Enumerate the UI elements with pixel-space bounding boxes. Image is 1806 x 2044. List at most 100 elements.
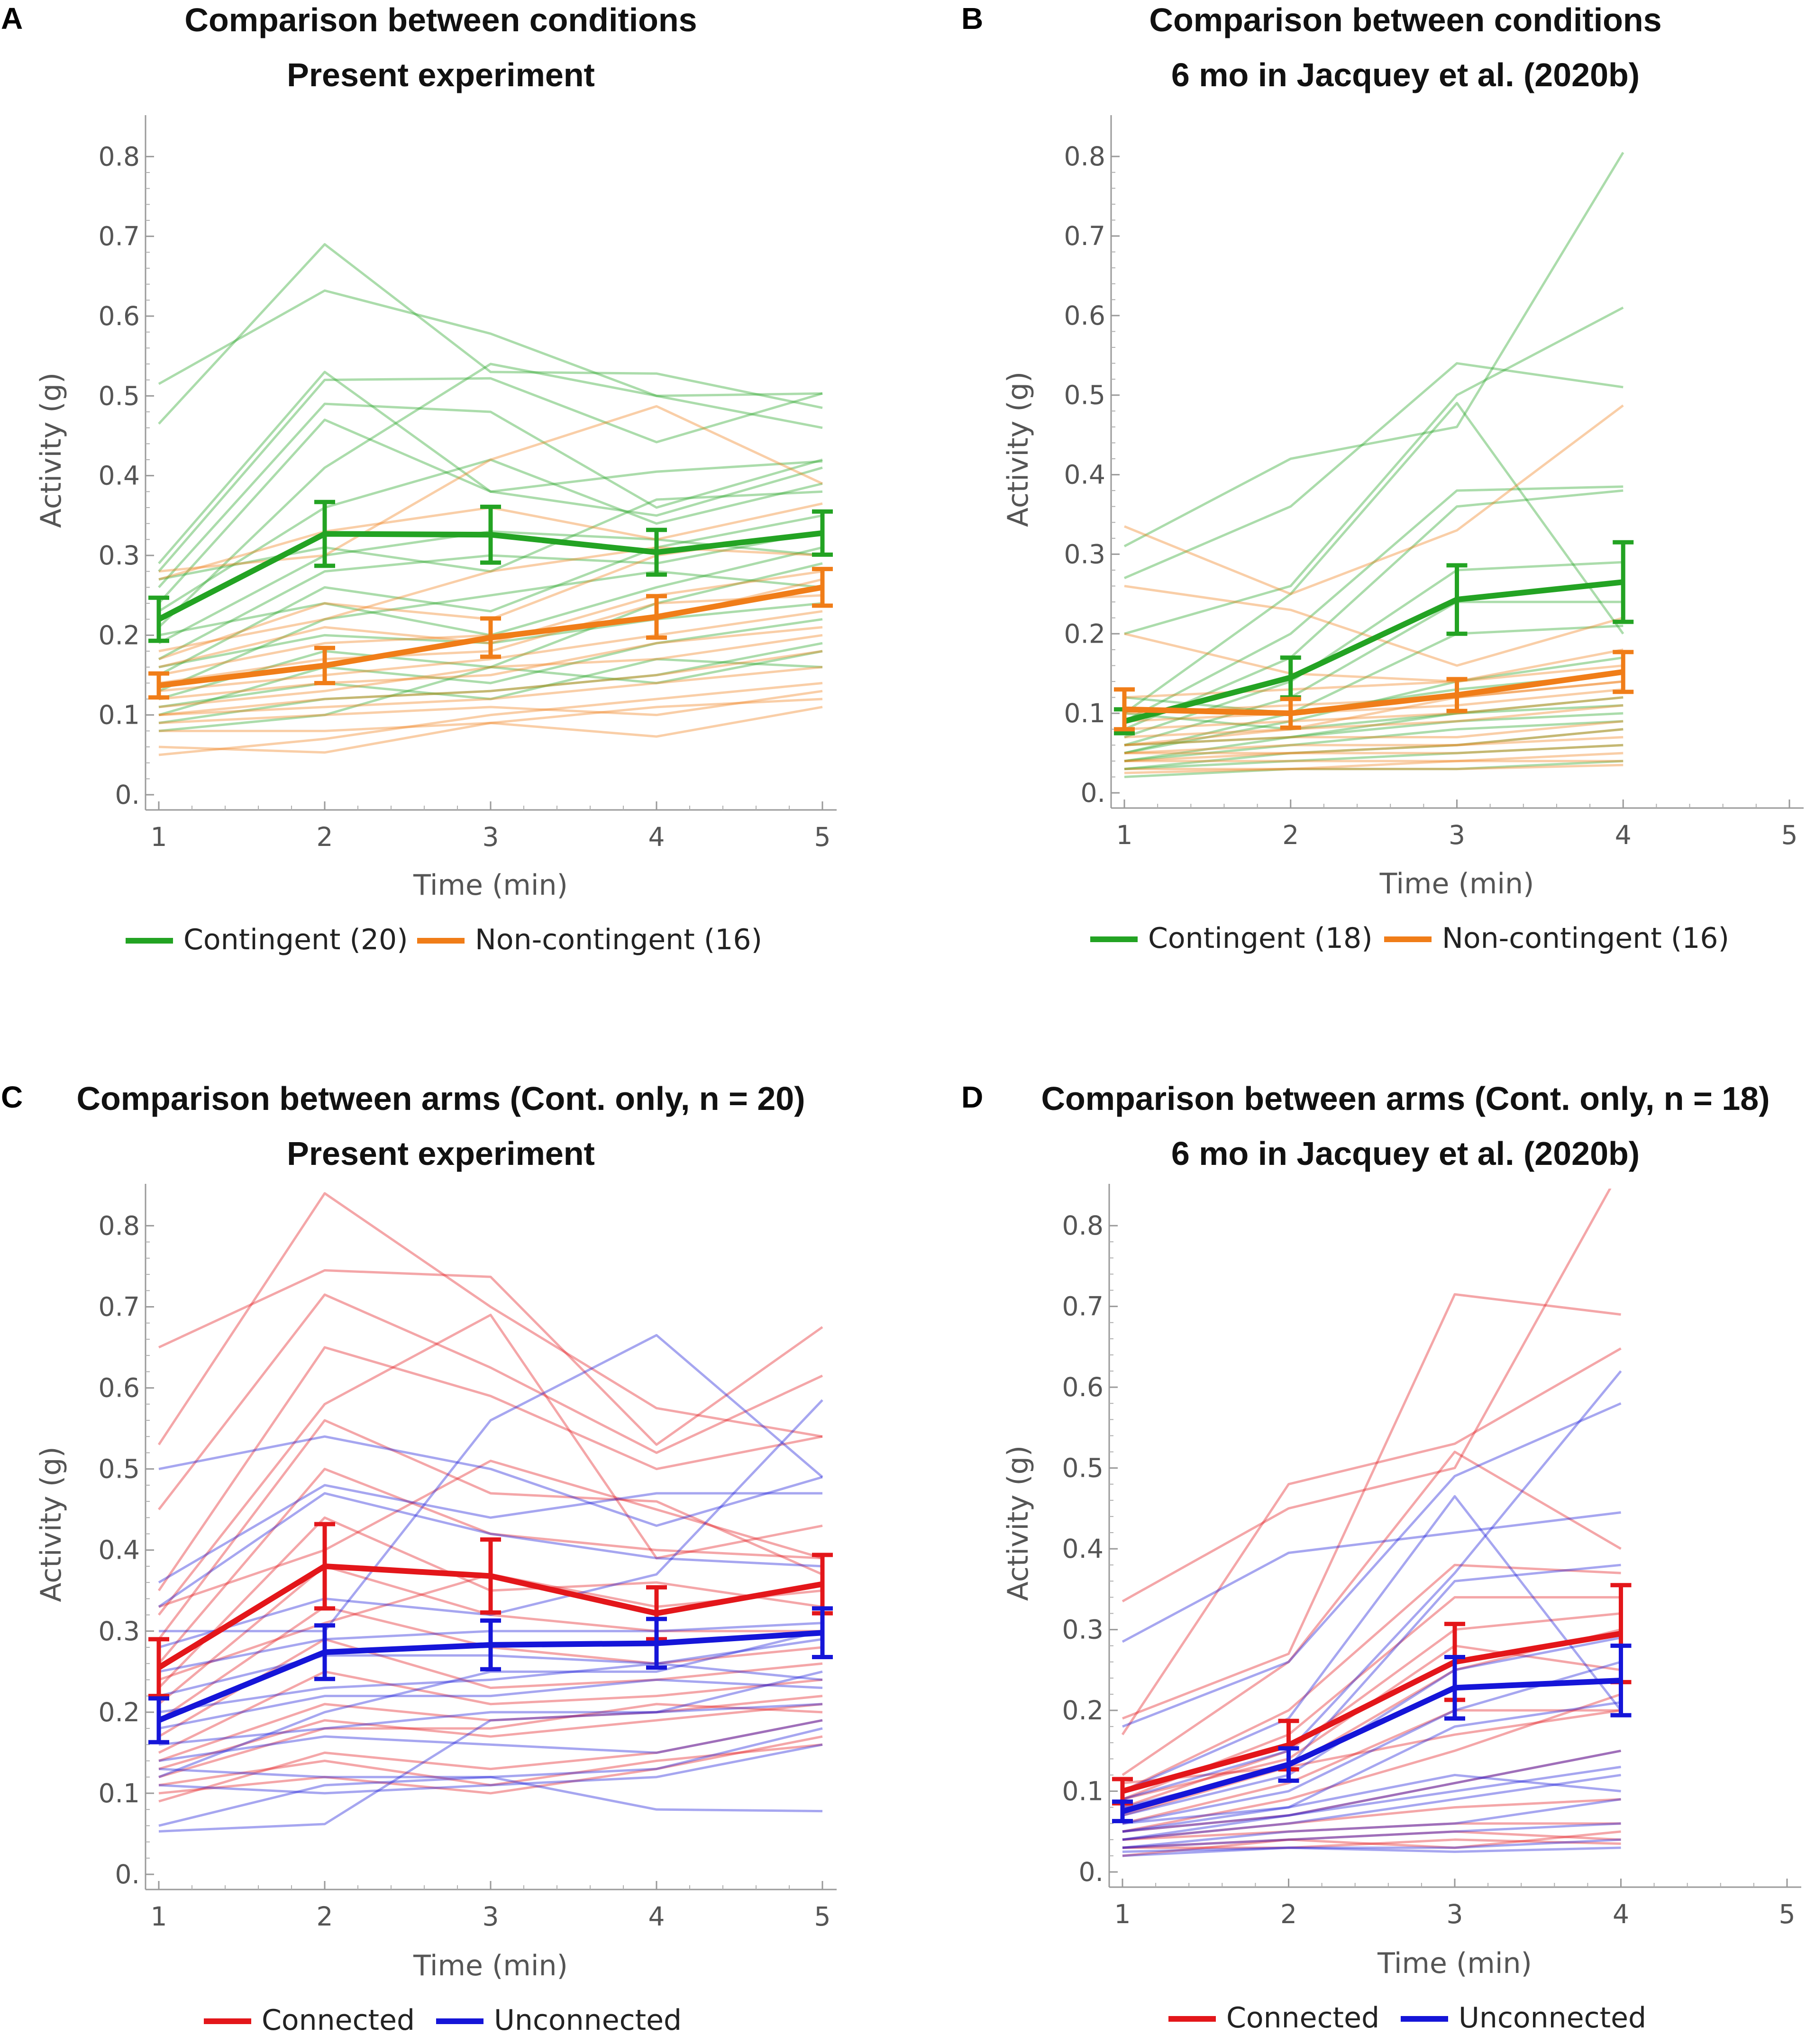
panel-b-x-tick-label: 3	[1449, 820, 1465, 850]
panel-c-legend-label-2: Unconnected	[494, 2004, 682, 2037]
panel-d-y-tick-label: 0.6	[1062, 1372, 1104, 1402]
panel-c-individual-line-series1	[158, 1735, 823, 1795]
panel-c-individual-line-series2	[158, 1727, 823, 1779]
panel-a-y-tick-label: 0.1	[99, 700, 140, 730]
panel-c-individual-line-series1	[158, 1293, 823, 1510]
panel-b-chart: 0. 0.1 0.2 0.3 0.4 0.5 0.6 0.7 0.8 1 2 3 4 5 Time (min…	[1002, 115, 1804, 955]
panel-d-y-tick-label: 0.	[1079, 1857, 1104, 1887]
panel-b-x-tick-label: 5	[1781, 820, 1798, 850]
panel-b-individual-line-series1	[1124, 306, 1624, 635]
panel-c-x-tick-label: 4	[648, 1901, 665, 1932]
panel-b-individual-line-series2	[1124, 763, 1624, 774]
panel-d-mean-line-1	[1122, 1631, 1622, 1794]
panel-c-individual-line-series2	[158, 1719, 823, 1762]
panel-c-individual-line-series2	[158, 1399, 823, 1649]
panel-a-legend-label-2: Non-contingent (16)	[475, 923, 762, 956]
panel-b-individual-line-series1	[1124, 600, 1624, 746]
panel-a-individual-line-series1	[158, 402, 823, 589]
panel-a-x-tick-label: 4	[648, 822, 665, 852]
panel-b-individual-line-series2	[1124, 680, 1624, 746]
panel-a-x-tick-label: 2	[317, 822, 333, 852]
panel-b-y-tick-label: 0.8	[1064, 141, 1105, 172]
panel-c-title-line1: Comparison between arms (Cont. only, n =…	[76, 1080, 805, 1117]
panel-c-individual-line-series2	[158, 1776, 823, 1827]
panel-d-y-tick-label: 0.5	[1062, 1453, 1104, 1483]
panel-b-mean-line-1	[1123, 579, 1624, 724]
panel-b-x-tick-label: 2	[1282, 820, 1299, 850]
panel-b-individual-line-series2	[1124, 720, 1624, 746]
panel-a-legend-label-1: Contingent (20)	[183, 923, 408, 956]
panel-a-individual-line-series1	[158, 618, 823, 717]
panel-b-individual-line-series1	[1124, 362, 1624, 580]
panel-b-individual-line-series2	[1124, 632, 1624, 683]
panel-c-individual-line-series2	[158, 1492, 823, 1608]
panel-d-x-axis-label: Time (min)	[1377, 1947, 1532, 1980]
panel-a-title-line2: Present experiment	[287, 56, 595, 93]
panel-d-individual-line-series2	[1122, 1838, 1621, 1853]
panel-b-y-tick-label: 0.2	[1064, 618, 1105, 649]
panel-a-individual-line-series1	[158, 458, 823, 612]
panel-d-individual-line-series1	[1122, 1451, 1622, 1776]
panel-c-plot	[148, 1192, 833, 1833]
panel-d-individual-line-series1	[1122, 1693, 1622, 1833]
panel-c-x-tick-label: 3	[483, 1901, 499, 1932]
panel-b-mean-line-2	[1124, 669, 1624, 717]
panel-b-x-axis-label: Time (min)	[1379, 867, 1534, 900]
panel-c-individual-line-series2	[158, 1678, 823, 1730]
panel-c-x-tick-label: 2	[317, 1901, 333, 1932]
panel-c-y-tick-label: 0.2	[99, 1697, 140, 1727]
panel-d-individual-line-series2	[1122, 1749, 1621, 1841]
panel-c-individual-line-series1	[158, 1314, 823, 1616]
panel-b-individual-line-series1	[1123, 152, 1624, 547]
panel-a-individual-line-series1	[158, 243, 823, 425]
panel-c-y-tick-label: 0.1	[99, 1778, 140, 1808]
panel-c-individual-line-series2	[158, 1743, 823, 1795]
panel-c-individual-line-series1	[157, 1192, 823, 1445]
panel-b-plot	[1114, 152, 1634, 778]
panel-c-individual-line-series1	[158, 1670, 823, 1754]
panel-b-y-tick-label: 0.5	[1064, 380, 1105, 410]
panel-c-individual-line-series1	[158, 1638, 823, 1738]
panel-a-chart: 0. 0.1 0.2 0.3 0.4 0.5 0.6 0.7 0.8 1 2 3 4 5 Time (min…	[35, 115, 837, 956]
panel-d-individual-line-series1	[1122, 1709, 1621, 1825]
panel-b-y-tick-label: 0.1	[1064, 698, 1105, 728]
panel-d-y-axis-label: Activity (g)	[1002, 1445, 1035, 1601]
panel-b-individual-line-series2	[1124, 688, 1624, 723]
panel-c-individual-line-series2	[158, 1630, 823, 1779]
panel-d-individual-line-series1	[1122, 1612, 1621, 1808]
panel-d-title-line2: 6 mo in Jacquey et al. (2020b)	[1171, 1135, 1640, 1172]
panel-a-individual-line-series1	[158, 514, 823, 676]
panel-b-individual-line-series1	[1124, 744, 1624, 771]
panel-d-individual-line-series2	[1122, 1846, 1621, 1857]
panel-d-individual-line-series2	[1122, 1636, 1621, 1817]
panel-b-individual-line-series1	[1124, 489, 1624, 731]
panel-d-x-tick-label: 2	[1280, 1899, 1297, 1929]
panel-a-y-tick-label: 0.	[115, 780, 140, 810]
panel-c-individual-line-series2	[158, 1435, 823, 1527]
panel-a-y-tick-label: 0.4	[99, 461, 140, 491]
panel-b-individual-line-series2	[1124, 760, 1624, 771]
panel-c-x-axis-label: Time (min)	[413, 1949, 568, 1982]
panel-b-individual-line-series1	[1124, 625, 1624, 754]
panel-b-title-line1: Comparison between conditions	[1149, 1, 1662, 38]
panel-a-x-axis-label: Time (min)	[413, 869, 568, 902]
panel-c-title-line2: Present experiment	[287, 1135, 595, 1172]
panel-d-x-tick-label: 5	[1779, 1899, 1796, 1929]
panel-d-individual-line-series2	[1122, 1798, 1621, 1849]
panel-b-individual-line-series2	[1124, 404, 1624, 595]
panel-b-individual-line-series2	[1124, 704, 1624, 738]
panel-a-individual-line-series1	[158, 363, 823, 628]
panel-d-y-tick-label: 0.3	[1062, 1615, 1104, 1645]
panel-letter-a: A	[1, 1, 23, 36]
panel-c-individual-line-series1	[158, 1468, 823, 1664]
panel-c-x-tick-label: 1	[151, 1901, 167, 1932]
panel-b-legend-label-2: Non-contingent (16)	[1442, 922, 1729, 955]
panel-a-x-tick-label: 5	[814, 822, 831, 852]
panel-a-individual-line-series2	[158, 634, 823, 709]
panel-a-x-tick-label: 3	[483, 822, 499, 852]
panel-a-individual-line-series1	[158, 418, 823, 604]
panel-a-x-tick-label: 1	[151, 822, 167, 852]
panel-b-individual-line-series1	[1124, 704, 1624, 731]
panel-c-individual-line-series2	[158, 1703, 823, 1746]
panel-b-individual-line-series2	[1124, 664, 1624, 699]
